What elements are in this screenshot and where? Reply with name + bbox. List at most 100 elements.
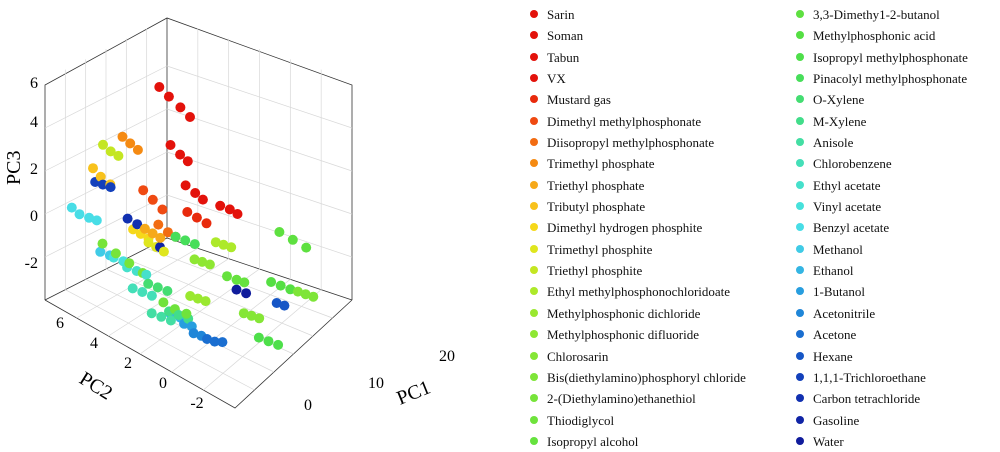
legend-marker-icon: [796, 351, 804, 360]
data-point: [117, 131, 128, 142]
legend-label: Benzyl acetate: [813, 220, 890, 236]
legend-label: Soman: [547, 28, 584, 44]
data-point: [91, 215, 102, 226]
legend-label: Isopropyl alcohol: [547, 433, 639, 449]
data-point: [301, 242, 312, 253]
data-point: [239, 277, 250, 288]
data-point: [175, 149, 186, 160]
data-point: [182, 207, 193, 217]
data-point: [210, 237, 221, 248]
y-tick-label: -2: [190, 395, 203, 412]
data-point: [143, 278, 154, 289]
data-point: [165, 140, 176, 150]
data-point: [275, 280, 286, 291]
legend-label: Trimethyl phosphite: [547, 241, 653, 257]
legend-marker-icon: [530, 287, 538, 296]
legend-marker-icon: [530, 159, 538, 168]
legend-marker-icon: [796, 223, 804, 232]
data-point: [163, 91, 174, 102]
legend-marker-icon: [530, 223, 538, 232]
data-point: [105, 182, 116, 193]
data-point: [182, 156, 193, 167]
data-point: [162, 286, 173, 296]
data-point: [97, 238, 108, 249]
legend-label: Trimethyl phosphate: [547, 156, 655, 172]
x-tick-label: 10: [368, 375, 384, 392]
legend-label: Hexane: [813, 348, 853, 364]
legend-marker-icon: [530, 95, 538, 104]
legend-label: Acetone: [813, 327, 857, 343]
data-point: [158, 297, 169, 308]
data-point: [180, 180, 191, 191]
legend-marker-icon: [796, 95, 804, 104]
legend-label: Carbon tetrachloride: [813, 391, 921, 407]
data-point: [192, 293, 203, 304]
legend-label: Methylphosphonic acid: [813, 28, 936, 44]
legend-label: Vinyl acetate: [813, 199, 882, 215]
x-axis-label: PC1: [394, 376, 434, 409]
data-point: [273, 339, 284, 350]
data-point: [231, 284, 242, 295]
legend-label: Tributyl phosphate: [547, 199, 646, 215]
data-point: [139, 223, 150, 234]
legend-marker-icon: [530, 394, 538, 403]
legend-label: Gasoline: [813, 412, 860, 428]
data-point: [191, 212, 202, 223]
legend-label: 2-(Diethylamino)ethanethiol: [547, 391, 696, 407]
legend-marker-icon: [796, 394, 804, 403]
legend-label: Ethanol: [813, 263, 854, 279]
legend-label: M-Xylene: [813, 113, 867, 129]
x-tick-label: 0: [304, 397, 312, 414]
data-point: [200, 296, 211, 307]
data-point: [127, 283, 138, 294]
legend-marker-icon: [530, 180, 538, 189]
legend-marker-icon: [796, 116, 804, 125]
data-point: [74, 209, 85, 220]
y-tick-label: 6: [56, 315, 64, 332]
data-point: [292, 286, 303, 297]
legend-label: Mustard gas: [547, 92, 611, 108]
data-point: [84, 212, 95, 223]
legend-marker-icon: [796, 74, 804, 83]
data-point: [181, 308, 192, 319]
data-point: [152, 282, 163, 293]
legend-marker-icon: [796, 330, 804, 339]
legend-label: Dimethyl methylphosphonate: [547, 113, 702, 129]
data-point: [170, 231, 181, 242]
legend-label: Bis(diethylamino)phosphoryl chloride: [547, 369, 746, 385]
data-point: [180, 235, 191, 246]
legend-marker-icon: [530, 31, 538, 40]
data-point: [147, 228, 158, 239]
legend-marker-icon: [796, 138, 804, 147]
legend-label: Triethyl phosphate: [547, 177, 645, 193]
legend-label: Water: [813, 433, 844, 449]
data-point: [190, 188, 201, 198]
legend-marker-icon: [530, 116, 538, 125]
data-point: [146, 308, 157, 319]
z-tick-label: 0: [30, 208, 38, 225]
legend-marker-icon: [530, 74, 538, 83]
data-point: [156, 311, 167, 322]
data-point: [287, 234, 298, 245]
legend-label: Dimethyl hydrogen phosphite: [547, 220, 703, 236]
legend-marker-icon: [796, 10, 804, 18]
data-point: [232, 209, 243, 219]
legend-label: Thiodiglycol: [547, 412, 615, 428]
data-point: [98, 139, 108, 150]
legend-label: VX: [547, 71, 566, 87]
legend-marker-icon: [796, 372, 804, 381]
data-point: [215, 200, 226, 211]
data-point: [246, 310, 257, 321]
data-point: [125, 138, 136, 149]
z-tick-label: -2: [25, 255, 38, 272]
data-point: [155, 232, 166, 243]
data-point: [279, 300, 290, 311]
legend-label: Ethyl methylphosphonochloridoate: [547, 284, 731, 300]
data-point: [122, 213, 133, 224]
data-point: [95, 171, 106, 182]
data-point: [147, 194, 158, 205]
data-point: [158, 246, 169, 257]
legend-label: Methanol: [813, 241, 863, 257]
x-tick-label: 20: [439, 348, 455, 365]
